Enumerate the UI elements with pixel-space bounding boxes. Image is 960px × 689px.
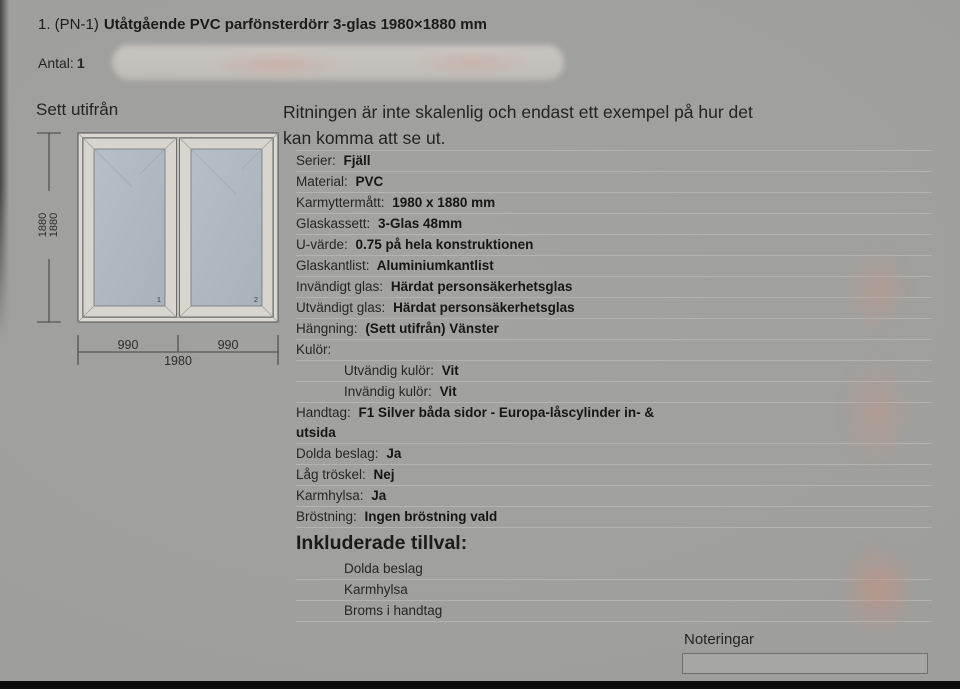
spec-value: Ja [367,488,387,503]
spec-label: Invändigt glas: [296,279,384,294]
product-name: Utåtgående PVC parfönsterdörr 3-glas 198… [103,16,487,33]
spec-row: Invändig kulör: Vit [296,382,932,403]
redaction-blur [840,353,912,473]
included-options-heading: Inkluderade tillval: [296,532,468,554]
spec-row: Bröstning: Ingen bröstning vald [296,507,932,528]
spec-value: Aluminiumkantlist [373,258,494,273]
spec-value: PVC [351,174,384,189]
spec-label: Glaskassett: [296,216,371,231]
spec-label: Glaskantlist: [296,258,370,273]
height-dimension: 1880 1880 [37,132,61,323]
spec-panel: Serier: Fjäll Material: PVC Karmyttermåt… [296,150,932,622]
spec-row: Utvändigt glas: Härdat personsäkerhetsgl… [296,298,932,319]
spec-row: Utvändig kulör: Vit [296,361,932,382]
view-direction-label: Sett utifrån [36,100,119,119]
spec-value: Härdat personsäkerhetsglas [387,279,573,294]
spec-label: Bröstning: [296,509,357,524]
photo-bottom-edge [0,681,960,689]
spec-label: U-värde: [296,237,348,252]
spec-value: Nej [369,467,395,482]
width-dim-label-right: 990 [218,338,239,352]
included-item: Dolda beslag [296,559,932,580]
spec-value: Vit [435,384,457,399]
spec-value: Ja [382,446,402,461]
quantity-line: Antal: 1 [38,55,85,71]
spec-row: Karmhylsa: Ja [296,486,932,507]
spec-row: U-värde: 0.75 på hela konstruktionen [296,235,932,256]
spec-value: Härdat personsäkerhetsglas [389,300,575,315]
spec-label: Dolda beslag: [296,446,379,461]
spec-row: Glaskassett: 3-Glas 48mm [296,214,932,235]
height-dim-label-outer: 1880 [37,213,49,237]
spec-value: 0.75 på hela konstruktionen [351,237,534,252]
notes-section: Noteringar [682,631,928,674]
spec-label: Kulör: [296,342,332,357]
door-drawing: 1880 1880 1 [37,132,279,368]
width-dimension: 990 990 1980 [77,335,279,368]
disclaimer-line-2: kan komma att se ut. [283,128,446,148]
spec-label: Karmyttermått: [296,195,385,210]
pane-number-right: 2 [254,295,258,304]
quantity-label: Antal: [38,55,74,71]
spec-value: Ingen bröstning vald [360,509,498,524]
notes-input[interactable] [682,653,928,674]
right-door-leaf: 2 [179,137,274,318]
spec-label: Invändig kulör: [344,384,432,399]
spec-label: Utvändig kulör: [344,363,435,378]
left-door-leaf: 1 [82,137,177,318]
quantity-value: 1 [76,55,85,71]
spec-row: Hängning: (Sett utifrån) Vänster [296,319,932,340]
spec-value: F1 Silver båda sidor - Europa-låscylinde… [354,405,655,420]
spec-row: Material: PVC [296,172,932,193]
included-item: Broms i handtag [296,601,932,622]
included-item: Karmhylsa [296,580,932,601]
spec-row: Kulör: [296,340,932,361]
spec-value: 3-Glas 48mm [374,216,463,231]
spec-value: Vit [438,363,459,378]
spec-label: Låg tröskel: [296,467,366,482]
spec-value: Fjäll [339,153,371,168]
redaction-blur [838,540,918,638]
spec-value: 1980 x 1880 mm [388,195,496,210]
pane-number-left: 1 [157,295,161,304]
spec-row: Invändigt glas: Härdat personsäkerhetsgl… [296,277,932,298]
disclaimer-line-1: Ritningen är inte skalenlig och endast e… [283,102,753,122]
spec-row: Serier: Fjäll [296,151,932,172]
height-dim-label-inner: 1880 [48,213,60,237]
redaction-blur [846,246,910,334]
width-dim-label-total: 1980 [164,354,192,368]
spec-list: Serier: Fjäll Material: PVC Karmyttermåt… [296,151,932,528]
photo-edge-shadow [0,0,9,340]
included-options-list: Dolda beslag Karmhylsa Broms i handtag [296,559,932,622]
spec-value: (Sett utifrån) Vänster [361,321,499,336]
spec-row: Glaskantlist: Aluminiumkantlist [296,256,932,277]
product-index: 1. (PN-1) [38,16,99,33]
spec-row: Handtag: F1 Silver båda sidor - Europa-l… [296,403,932,444]
spec-value-continued: utsida [296,425,336,440]
spec-label: Handtag: [296,405,351,420]
spec-row: Dolda beslag: Ja [296,444,932,465]
spec-row: Låg tröskel: Nej [296,465,932,486]
width-dim-label-left: 990 [118,338,139,352]
redaction-blur [112,45,564,80]
spec-label: Hängning: [296,321,358,336]
notes-label: Noteringar [684,631,755,648]
product-title: 1. (PN-1) Utåtgående PVC parfönsterdörr 3… [38,16,487,33]
spec-label: Serier: [296,153,336,168]
spec-label: Material: [296,174,348,189]
spec-label: Karmhylsa: [296,488,364,503]
spec-row: Karmyttermått: 1980 x 1880 mm [296,193,932,214]
spec-label: Utvändigt glas: [296,300,386,315]
drawing-disclaimer: Ritningen är inte skalenlig och endast e… [283,99,923,151]
